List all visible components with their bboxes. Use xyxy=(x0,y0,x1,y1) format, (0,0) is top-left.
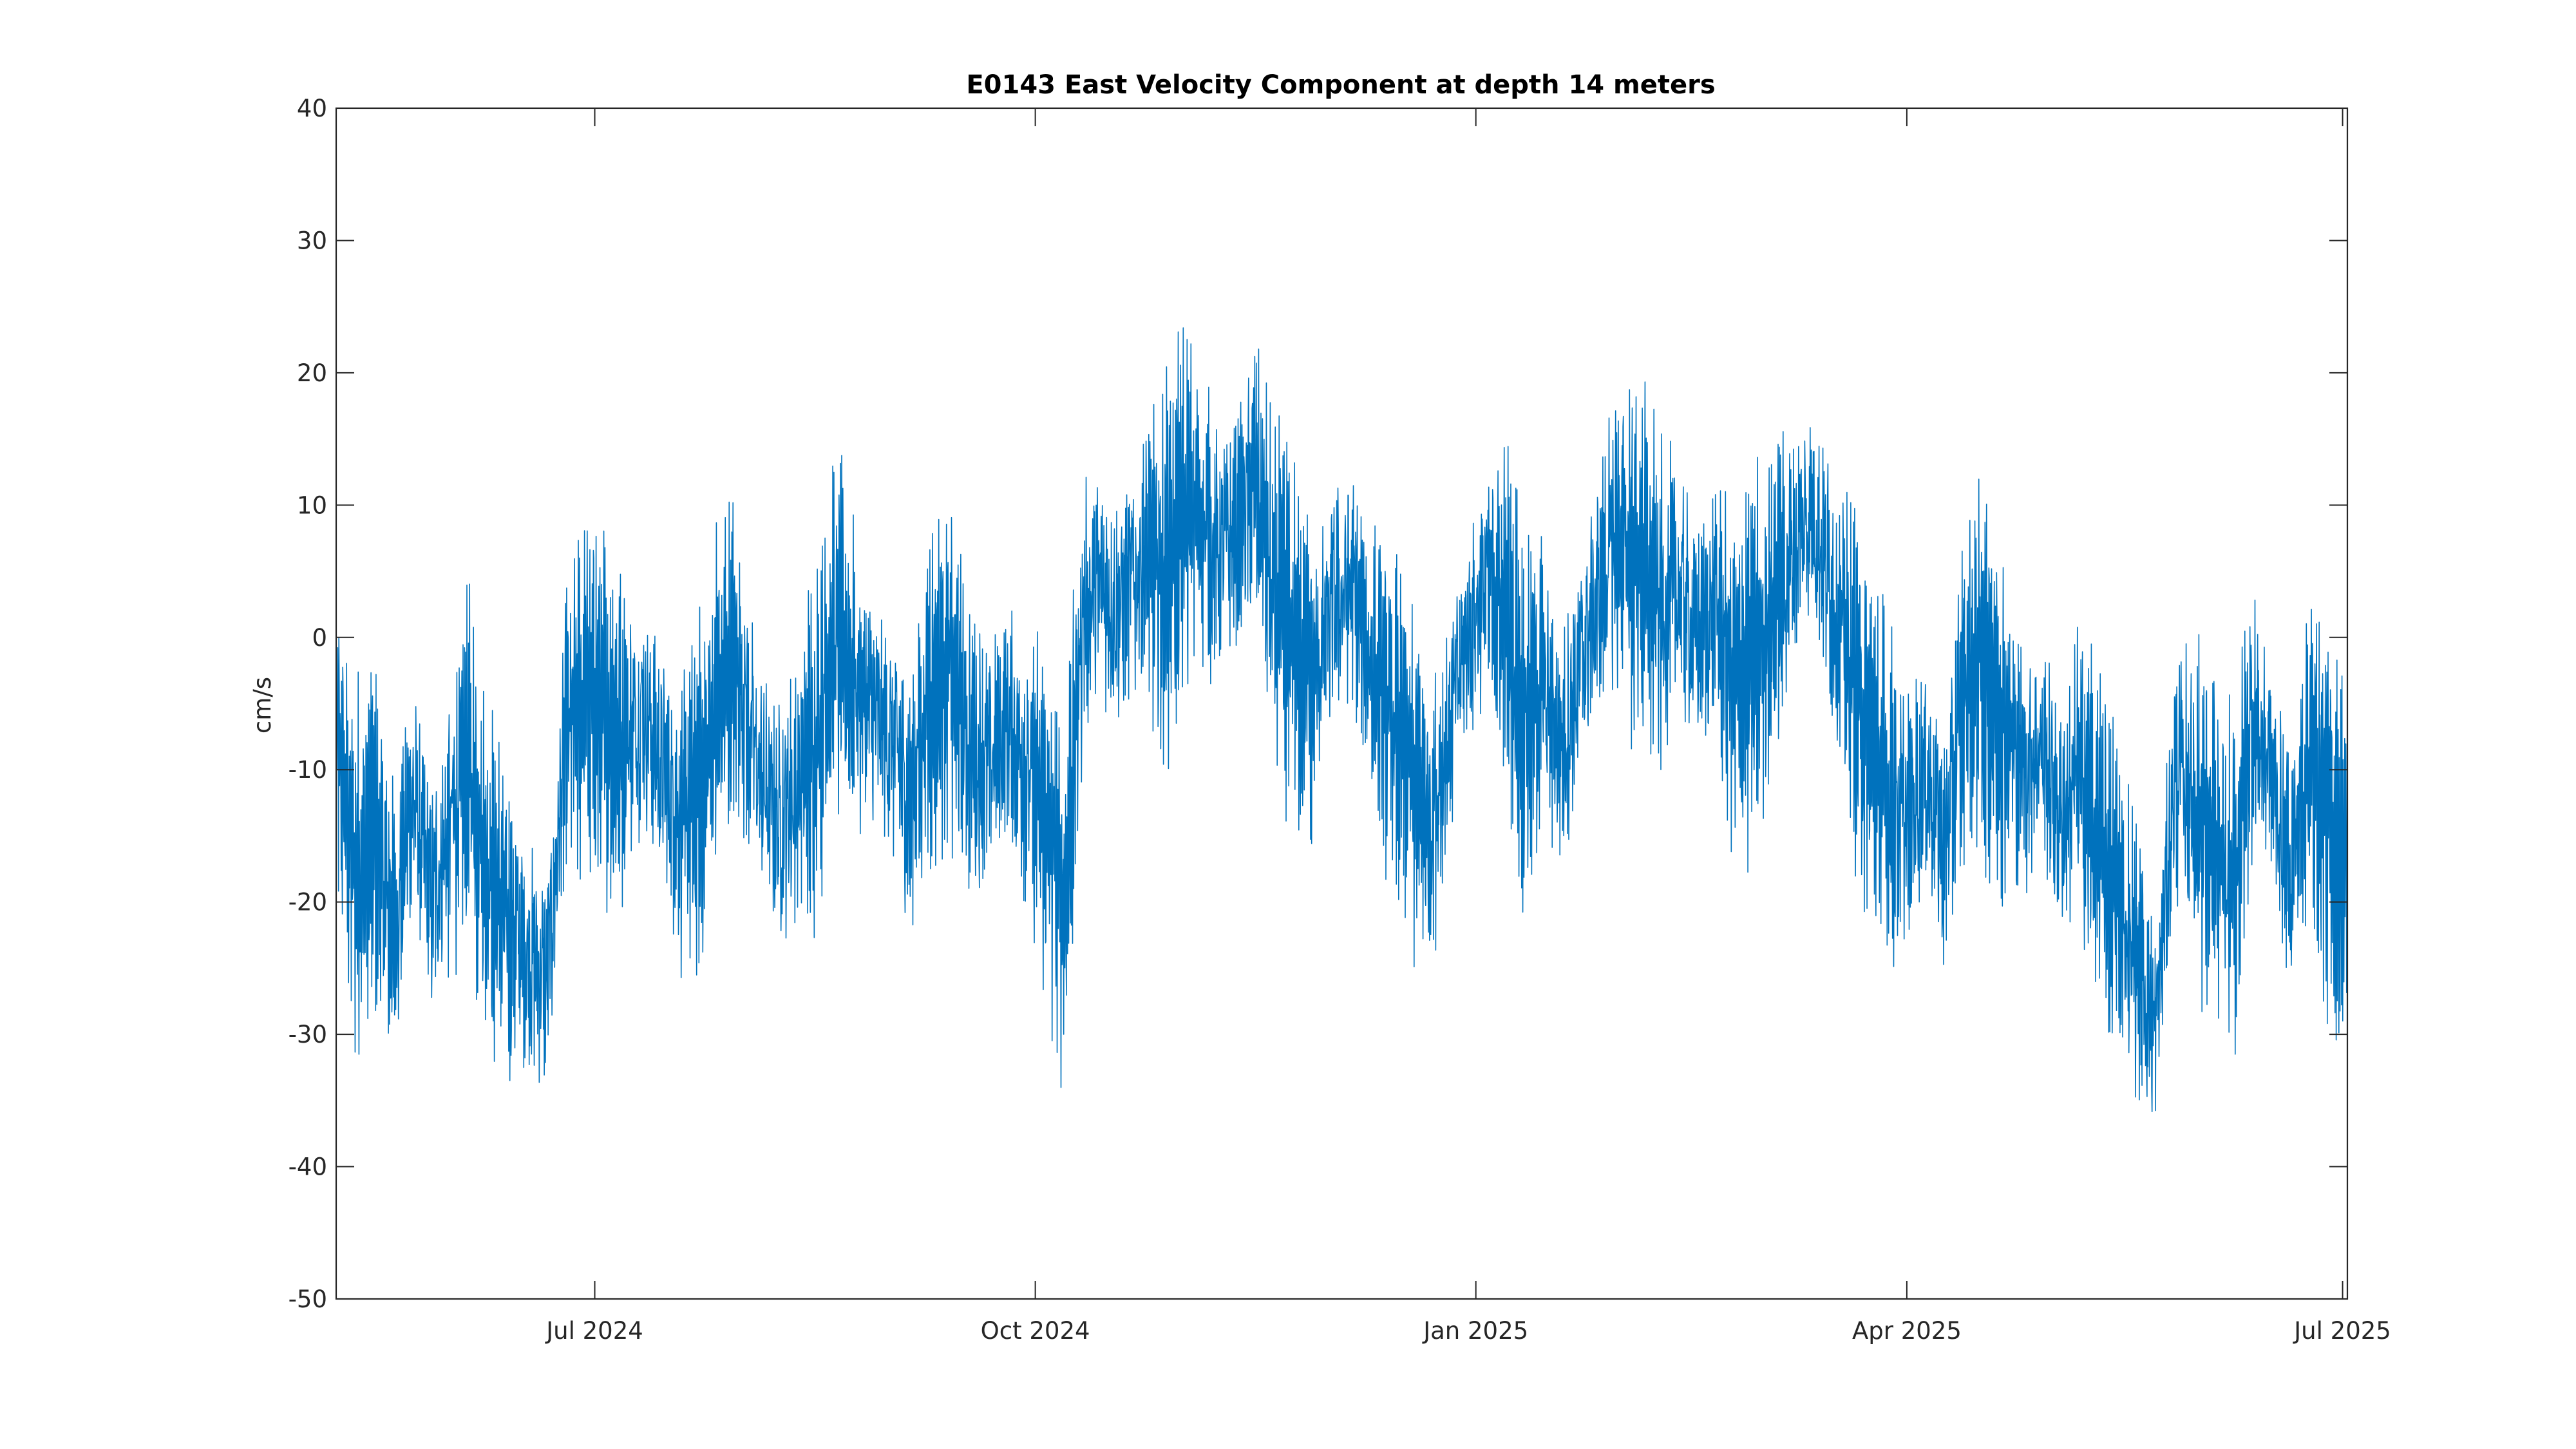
y-tick-label: 40 xyxy=(297,95,327,122)
y-tick-label: 10 xyxy=(297,491,327,519)
y-tick-label: -40 xyxy=(289,1153,327,1181)
y-tick-label: 30 xyxy=(297,227,327,254)
x-ticks: Jul 2024 Oct 2024 Jan 2025 Apr 2025 Jul 2025 xyxy=(545,108,2391,1345)
series-layer xyxy=(336,327,2348,1112)
y-tick-label: -10 xyxy=(289,756,327,784)
y-axis-label: cm/s xyxy=(249,677,276,734)
x-tick-label: Jul 2024 xyxy=(545,1317,643,1345)
y-tick-label: 0 xyxy=(312,624,327,652)
y-ticks: 40 30 20 10 0 -10 -20 -30 -40 -50 xyxy=(289,95,2347,1313)
y-tick-label: -20 xyxy=(289,889,327,916)
series-line xyxy=(336,327,2348,1112)
x-tick-label: Apr 2025 xyxy=(1852,1317,1962,1345)
y-tick-label: -30 xyxy=(289,1021,327,1048)
y-tick-label: 20 xyxy=(297,359,327,387)
x-tick-label: Jan 2025 xyxy=(1422,1317,1528,1345)
plot-area: 40 30 20 10 0 -10 -20 -30 -40 -50 Jul 2024 Oct 202… xyxy=(289,95,2391,1345)
x-tick-label: Oct 2024 xyxy=(981,1317,1090,1345)
x-tick-label: Jul 2025 xyxy=(2293,1317,2391,1345)
chart-title: E0143 East Velocity Component at depth 1… xyxy=(966,70,1715,100)
y-tick-label: -50 xyxy=(289,1285,327,1313)
axes-box xyxy=(335,107,2349,1300)
